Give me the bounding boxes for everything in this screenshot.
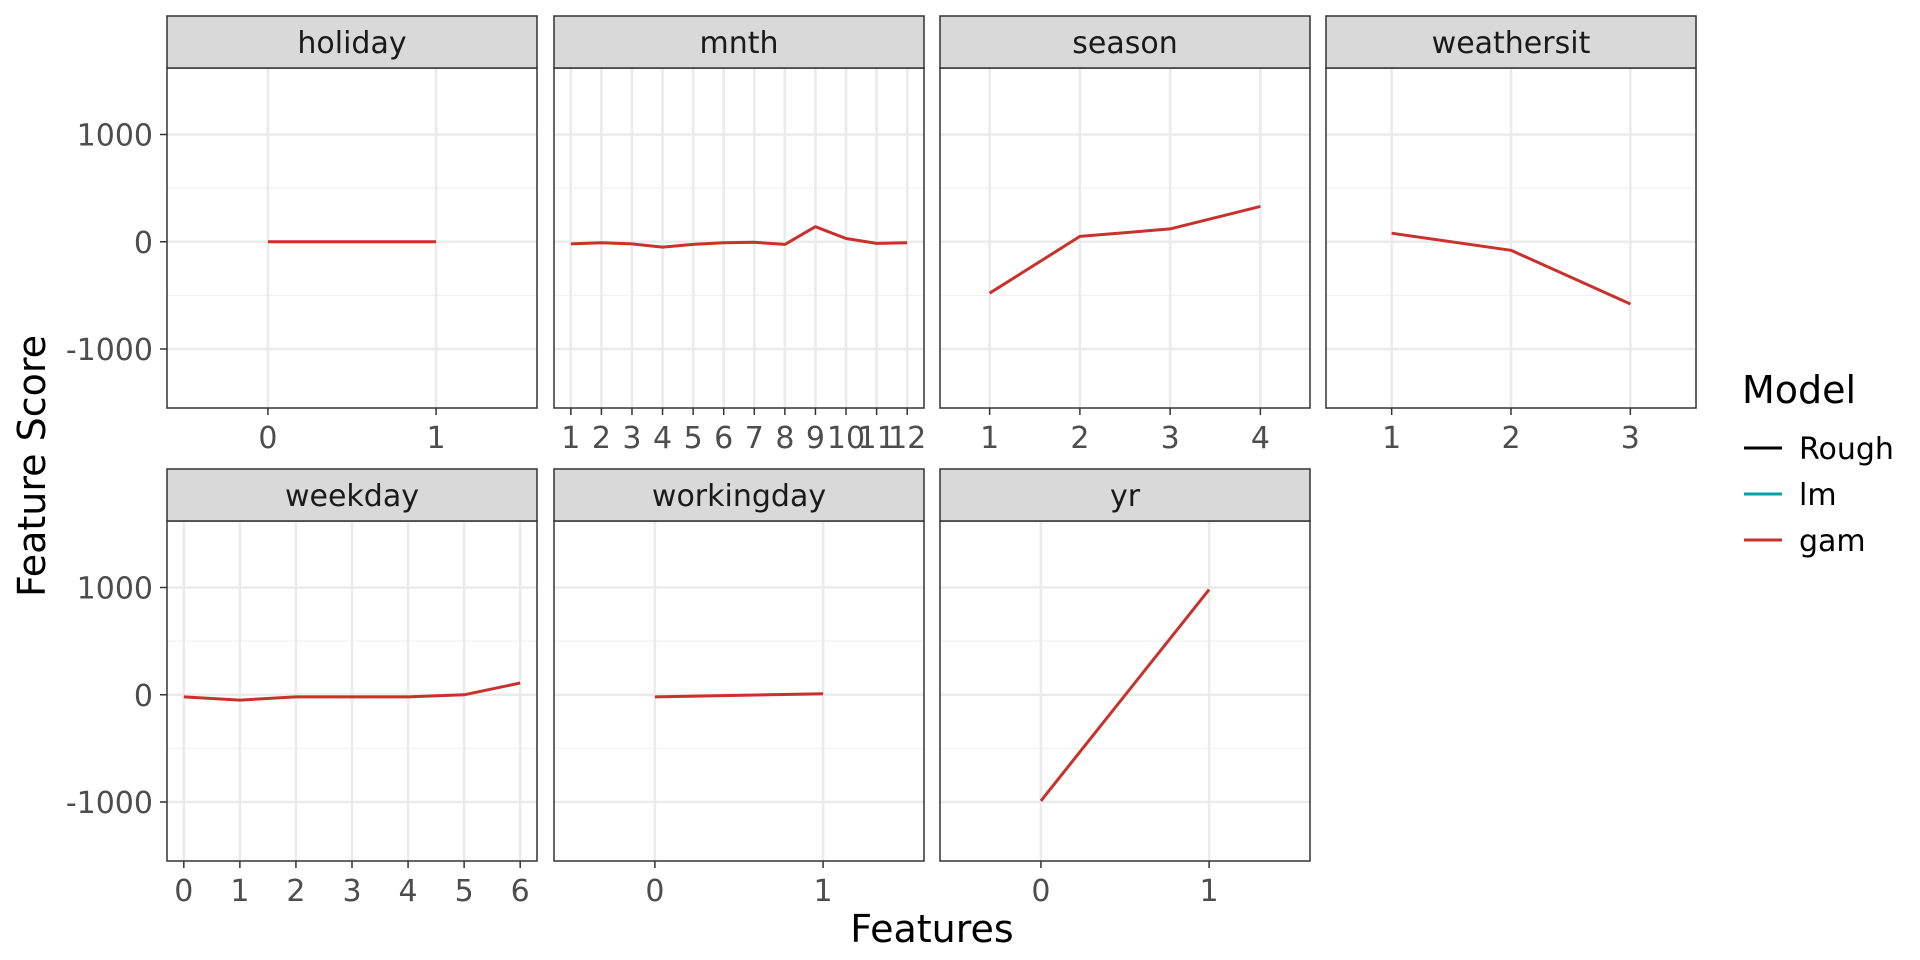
facet-season: season 1 2 3 4 <box>939 15 1311 456</box>
y-tick-label: 0 <box>134 679 153 714</box>
legend-entry-gam: gam <box>1744 524 1866 559</box>
y-tick-label: 1000 <box>77 571 153 606</box>
strip-background <box>553 468 925 522</box>
x-tick-label: 3 <box>622 421 641 456</box>
series-line-gam <box>988 204 1261 295</box>
x-tick-label: 1 <box>814 874 833 909</box>
facet-weekday: weekday 0 1 2 3 4 5 6 -1000 0 1000 <box>66 468 538 909</box>
legend-entry-rough: Rough <box>1744 432 1894 467</box>
x-tick-label: 6 <box>511 874 530 909</box>
x-tick-label: 1 <box>980 421 999 456</box>
x-tick-label: 3 <box>342 874 361 909</box>
panel-background <box>554 521 924 861</box>
x-tick-label: 1 <box>230 874 249 909</box>
strip-background <box>553 15 925 69</box>
legend-title: Model <box>1742 368 1856 412</box>
x-tick-label: 9 <box>806 421 825 456</box>
series-line-gam <box>654 692 824 699</box>
x-tick-label: 0 <box>1031 874 1050 909</box>
x-tick-label: 10 <box>827 421 865 456</box>
x-tick-label: 0 <box>645 874 664 909</box>
x-tick-label: 1 <box>561 421 580 456</box>
x-tick-label: 6 <box>714 421 733 456</box>
x-tick-label: 3 <box>1621 421 1640 456</box>
strip-label: weathersit <box>1432 26 1591 61</box>
strip-background <box>166 468 538 522</box>
strip-label: mnth <box>699 26 778 61</box>
panel-background <box>554 68 924 408</box>
facet-weathersit: weathersit 1 2 3 <box>1325 15 1697 456</box>
y-axis-title: Feature Score <box>10 335 54 597</box>
x-tick-label: 2 <box>1501 421 1520 456</box>
x-tick-label: 2 <box>286 874 305 909</box>
strip-label: season <box>1072 26 1177 61</box>
y-tick-label: 0 <box>134 226 153 261</box>
x-tick-label: 8 <box>775 421 794 456</box>
x-tick-label: 4 <box>1251 421 1270 456</box>
x-tick-label: 7 <box>745 421 764 456</box>
facet-workingday: workingday 0 1 <box>553 468 925 909</box>
x-tick-label: 4 <box>653 421 672 456</box>
facet-yr: yr 0 1 <box>939 468 1311 909</box>
panel-background <box>167 68 537 408</box>
x-tick-label: 5 <box>455 874 474 909</box>
x-tick-label: 1 <box>427 421 446 456</box>
series-line-gam <box>1391 231 1632 306</box>
strip-label: holiday <box>297 26 406 61</box>
strip-label: yr <box>1110 479 1141 514</box>
series-line-gam <box>183 681 521 702</box>
x-tick-label: 3 <box>1161 421 1180 456</box>
x-tick-label: 4 <box>399 874 418 909</box>
series-line-gam <box>1039 588 1211 802</box>
y-tick-label: -1000 <box>66 333 153 368</box>
x-tick-label: 1 <box>1200 874 1219 909</box>
legend: Model Rough lm gam <box>1742 368 1894 559</box>
x-tick-label: 0 <box>174 874 193 909</box>
legend-label: Rough <box>1799 432 1894 467</box>
x-tick-label: 2 <box>592 421 611 456</box>
strip-background <box>939 468 1311 522</box>
strip-background <box>939 15 1311 69</box>
series-line-gam <box>570 225 908 249</box>
legend-entry-lm: lm <box>1744 478 1837 513</box>
strip-background <box>1325 15 1697 69</box>
panel-background <box>940 521 1310 861</box>
x-tick-label: 5 <box>684 421 703 456</box>
facet-holiday: holiday 0 1 -1000 0 1000 <box>66 15 538 456</box>
x-tick-label: 2 <box>1070 421 1089 456</box>
panel-background <box>940 68 1310 408</box>
x-tick-label: 0 <box>258 421 277 456</box>
x-tick-label: 12 <box>888 421 926 456</box>
x-axis-title: Features <box>850 907 1013 951</box>
x-tick-label: 11 <box>858 421 896 456</box>
strip-label: workingday <box>652 479 826 514</box>
strip-background <box>166 15 538 69</box>
x-tick-label: 1 <box>1382 421 1401 456</box>
legend-label: gam <box>1799 524 1866 559</box>
y-tick-label: 1000 <box>77 118 153 153</box>
y-tick-label: -1000 <box>66 786 153 821</box>
legend-label: lm <box>1799 478 1837 513</box>
strip-label: weekday <box>285 479 419 514</box>
